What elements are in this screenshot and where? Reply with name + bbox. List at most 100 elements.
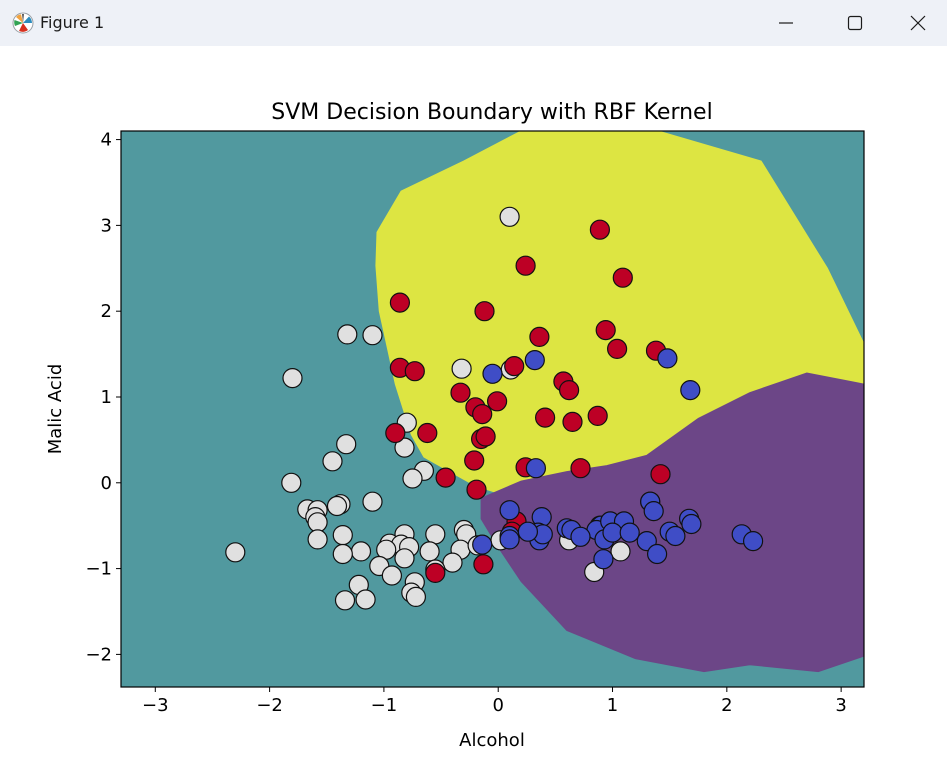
- point-class-red: [473, 554, 494, 575]
- point-class-red: [589, 219, 611, 240]
- y-tick-label: −2: [85, 644, 112, 665]
- figure-canvas: −3 −2 −1 0 1 2 3 −2 −1 0 1 2 3 4 SVM Decision Bounda…: [0, 46, 947, 763]
- point-class-blue: [525, 458, 547, 479]
- point-class-white: [442, 552, 463, 573]
- point-class-white: [362, 325, 383, 346]
- point-class-red: [472, 404, 493, 425]
- point-class-white: [322, 451, 343, 472]
- y-axis-label: Malic Acid: [45, 364, 66, 455]
- point-class-blue: [517, 521, 539, 542]
- point-class-white: [499, 206, 520, 227]
- point-class-red: [389, 292, 410, 313]
- point-class-white: [337, 324, 358, 345]
- x-tick-label: −1: [371, 695, 398, 716]
- point-class-red: [612, 267, 633, 288]
- point-class-blue: [472, 534, 493, 555]
- point-class-blue: [602, 522, 623, 543]
- x-tick-label: −3: [142, 695, 169, 716]
- y-tick-label: 2: [101, 301, 112, 322]
- point-class-white: [326, 495, 348, 517]
- chart-title: SVM Decision Boundary with RBF Kernel: [271, 100, 712, 125]
- point-class-red: [570, 458, 591, 479]
- point-class-white: [405, 586, 426, 608]
- matplotlib-logo-icon: [12, 12, 34, 34]
- point-class-white: [355, 589, 376, 610]
- point-class-white: [362, 491, 383, 512]
- point-class-red: [417, 422, 438, 444]
- x-tick-label: −2: [256, 695, 283, 716]
- point-class-white: [610, 541, 631, 562]
- point-class-blue: [593, 549, 614, 570]
- point-class-red: [450, 382, 471, 403]
- point-class-white: [402, 468, 423, 489]
- point-class-red: [475, 426, 496, 447]
- point-class-blue: [646, 543, 668, 565]
- point-class-red: [529, 326, 550, 347]
- point-class-red: [435, 467, 456, 488]
- point-class-blue: [665, 525, 686, 547]
- maximize-button[interactable]: [820, 0, 890, 46]
- x-tick-label: 1: [607, 695, 618, 716]
- point-class-white: [334, 590, 356, 611]
- point-class-red: [404, 361, 425, 382]
- point-class-blue: [657, 348, 678, 369]
- point-class-red: [606, 338, 628, 359]
- point-class-white: [419, 541, 440, 562]
- point-class-white: [336, 434, 357, 455]
- point-class-red: [464, 450, 485, 471]
- svm-scatter-chart: −3 −2 −1 0 1 2 3 −2 −1 0 1 2 3 4 SVM Decision Bounda…: [45, 100, 865, 751]
- y-tick-label: 4: [101, 130, 112, 151]
- point-class-white: [350, 541, 372, 562]
- point-class-white: [282, 368, 303, 389]
- point-class-white: [281, 472, 302, 493]
- y-tick-label: −1: [85, 559, 112, 580]
- point-class-white: [394, 548, 415, 569]
- point-class-red: [504, 356, 525, 377]
- point-class-red: [558, 380, 580, 401]
- close-icon: [910, 15, 926, 31]
- y-tick-label: 1: [101, 387, 112, 408]
- point-class-white: [225, 542, 246, 563]
- point-class-white: [425, 524, 446, 545]
- point-class-red: [534, 407, 556, 428]
- point-class-blue: [680, 380, 701, 401]
- minimize-icon: [779, 22, 793, 24]
- point-class-white: [307, 512, 328, 533]
- y-tick-label: 0: [101, 473, 112, 494]
- point-class-white: [451, 358, 472, 379]
- y-axis-ticks: −2 −1 0 1 2 3 4: [85, 130, 121, 665]
- x-tick-label: 2: [721, 695, 732, 716]
- point-class-blue: [742, 530, 764, 552]
- point-class-red: [487, 391, 508, 412]
- point-class-blue: [643, 501, 664, 522]
- point-class-white: [332, 524, 353, 546]
- point-class-white: [332, 543, 353, 565]
- point-class-red: [385, 422, 406, 444]
- point-class-red: [425, 562, 446, 584]
- close-button[interactable]: [889, 0, 947, 46]
- minimize-button[interactable]: [751, 0, 821, 46]
- maximize-icon: [847, 15, 863, 31]
- point-class-red: [562, 411, 583, 432]
- point-class-red: [595, 320, 616, 341]
- point-class-blue: [499, 500, 520, 521]
- x-tick-label: 0: [492, 695, 503, 716]
- window-titlebar[interactable]: Figure 1: [0, 0, 947, 46]
- point-class-blue: [524, 350, 545, 371]
- point-class-red: [466, 479, 487, 500]
- point-class-blue: [570, 526, 591, 547]
- point-class-red: [474, 301, 495, 322]
- axes-frame: [120, 130, 865, 688]
- point-class-white: [381, 565, 402, 586]
- x-tick-label: 3: [835, 695, 846, 716]
- point-class-red: [650, 464, 671, 485]
- point-class-blue: [681, 513, 702, 535]
- point-class-blue: [499, 529, 520, 550]
- point-class-red: [515, 255, 536, 276]
- window-title: Figure 1: [40, 13, 105, 32]
- point-class-red: [587, 405, 608, 426]
- x-axis-label: Alcohol: [459, 730, 525, 751]
- point-class-blue: [482, 363, 503, 384]
- x-axis-ticks: −3 −2 −1 0 1 2 3: [142, 687, 847, 716]
